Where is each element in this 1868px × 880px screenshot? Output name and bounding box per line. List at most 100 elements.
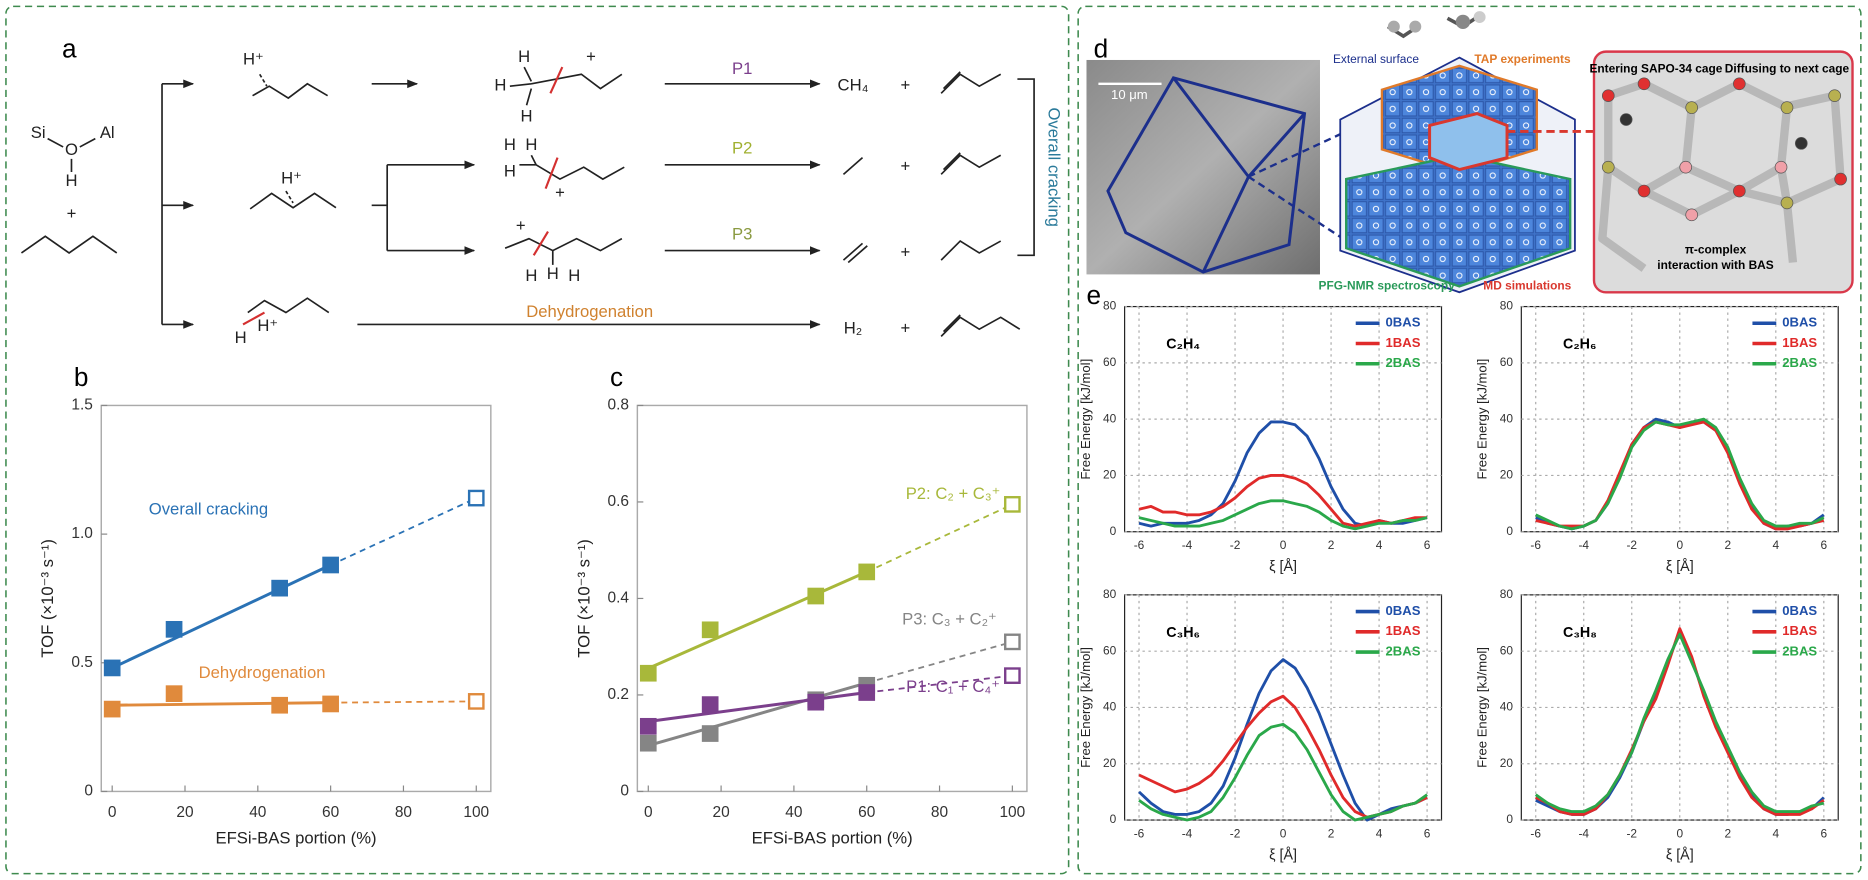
- plot-frame: [100, 404, 492, 793]
- framework-atom: [1834, 172, 1847, 186]
- marker: [271, 579, 289, 597]
- panel-border: [5, 5, 1070, 875]
- proton: H⁺: [281, 169, 302, 188]
- marker: [701, 696, 719, 713]
- atom: H: [504, 161, 516, 180]
- legend-label: 0BAS: [1386, 315, 1421, 330]
- framework-bond: [1684, 79, 1792, 196]
- framework-atom: [1601, 160, 1615, 174]
- chart-title: C₂H₆: [1563, 336, 1596, 352]
- series-line: [1138, 499, 1428, 531]
- y-tick-label: 0: [1110, 524, 1117, 538]
- atom: H: [521, 107, 533, 126]
- extrapolated-marker: [467, 693, 485, 710]
- pathway-label: P1: [732, 59, 752, 78]
- y-axis-label: Free Energy [kJ/mol]: [1078, 647, 1093, 768]
- marker: [639, 664, 657, 682]
- panel-label: e: [1086, 280, 1101, 310]
- x-axis-label: EFSi-BAS portion (%): [752, 829, 913, 848]
- x-tick-label: 60: [858, 804, 875, 821]
- fit-line: [866, 674, 1013, 694]
- y-tick-label: 80: [1500, 587, 1514, 601]
- framework-atom: [1685, 101, 1698, 114]
- x-tick-label: 80: [395, 804, 412, 821]
- x-tick-label: 2: [1724, 826, 1731, 840]
- x-tick-label: 4: [1772, 826, 1779, 840]
- y-tick-label: 60: [1500, 355, 1514, 369]
- product: H₂: [844, 319, 863, 338]
- y-tick-label: 20: [1500, 468, 1514, 482]
- shape: [1455, 14, 1471, 29]
- legend-label: 2BAS: [1386, 355, 1421, 370]
- y-tick-label: 0.6: [608, 493, 630, 510]
- marker: [639, 717, 657, 735]
- framework-atom: [1637, 184, 1651, 198]
- plus: +: [901, 242, 911, 261]
- framework-atom: [1619, 113, 1633, 126]
- y-tick-label: 60: [1500, 643, 1514, 657]
- panel-label: d: [1094, 33, 1109, 63]
- scale-bar: 10 μm: [1111, 87, 1148, 102]
- callout: PFG-NMR spectroscopy: [1319, 278, 1456, 292]
- drawing-line: [285, 190, 294, 204]
- series-label: Dehydrogenation: [199, 663, 326, 682]
- x-axis-label: ξ [Å]: [1666, 847, 1694, 864]
- y-tick-label: 0.5: [71, 654, 93, 671]
- panel-d: 10 μm d External surface TAP experiments…: [1086, 11, 1854, 294]
- marker: [807, 587, 825, 605]
- fit-line: [647, 681, 868, 748]
- shape: [1473, 11, 1486, 24]
- x-tick-label: 40: [785, 804, 802, 821]
- series-label: P1: C₁ + C₄⁺: [906, 677, 1000, 696]
- marker: [701, 725, 719, 742]
- atom: H: [235, 328, 247, 347]
- drawing-line: [1428, 112, 1509, 172]
- drawing-line: [47, 137, 96, 172]
- legend-label: 2BAS: [1782, 644, 1817, 659]
- y-tick-label: 0: [1506, 524, 1513, 538]
- callout: Entering SAPO-34 cage: [1589, 62, 1722, 76]
- series-line: [1138, 474, 1428, 528]
- marker: [701, 621, 719, 639]
- legend-label: 1BAS: [1782, 335, 1817, 350]
- x-tick-label: -4: [1578, 826, 1589, 840]
- drawing-line: [258, 73, 268, 87]
- y-tick-label: 0: [1110, 812, 1117, 826]
- series-label: P2: C₂ + C₃⁺: [906, 484, 1001, 503]
- atom: H: [525, 266, 537, 285]
- framework-atom: [1685, 208, 1698, 222]
- x-tick-label: -2: [1230, 538, 1241, 552]
- x-tick-label: -2: [1626, 826, 1637, 840]
- atom: H: [568, 266, 580, 285]
- shape: [1409, 20, 1422, 33]
- legend-label: 1BAS: [1386, 623, 1421, 638]
- plus: +: [901, 319, 911, 338]
- y-tick-label: 20: [1103, 756, 1117, 770]
- product: CH₄: [838, 76, 869, 95]
- charge: +: [555, 183, 565, 202]
- y-tick-label: 80: [1500, 299, 1514, 313]
- y-tick-label: 0.2: [608, 686, 630, 703]
- x-axis-label: EFSi-BAS portion (%): [216, 829, 377, 848]
- marker: [103, 700, 121, 718]
- x-tick-label: -6: [1134, 826, 1145, 840]
- callout: Diffusing to next cage: [1725, 62, 1850, 76]
- y-tick-label: 40: [1500, 411, 1514, 425]
- x-tick-label: 80: [931, 804, 948, 821]
- y-tick-label: 0: [84, 783, 93, 800]
- y-axis-label: Free Energy [kJ/mol]: [1475, 359, 1490, 480]
- series-label: P3: C₃ + C₂⁺: [902, 609, 997, 628]
- atom: H: [494, 76, 506, 95]
- x-tick-label: 6: [1821, 826, 1828, 840]
- y-tick-label: 20: [1103, 468, 1117, 482]
- x-axis-label: ξ [Å]: [1269, 847, 1297, 864]
- marker: [858, 563, 876, 581]
- y-tick-label: 1.0: [71, 525, 93, 542]
- fit-line: [330, 700, 477, 704]
- shape: [1086, 59, 1320, 275]
- y-tick-label: 80: [1103, 587, 1117, 601]
- x-tick-label: -6: [1134, 538, 1145, 552]
- drawing-line: [842, 157, 864, 175]
- x-tick-label: 0: [108, 804, 117, 821]
